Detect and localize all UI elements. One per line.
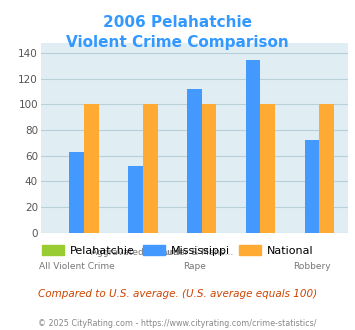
- Bar: [187, 89, 202, 233]
- Bar: [84, 104, 99, 233]
- Bar: [128, 166, 143, 233]
- Text: 2006 Pelahatchie: 2006 Pelahatchie: [103, 15, 252, 30]
- Bar: [261, 104, 275, 233]
- Text: © 2025 CityRating.com - https://www.cityrating.com/crime-statistics/: © 2025 CityRating.com - https://www.city…: [38, 319, 317, 328]
- Bar: [70, 152, 84, 233]
- Text: Compared to U.S. average. (U.S. average equals 100): Compared to U.S. average. (U.S. average …: [38, 289, 317, 299]
- Bar: [202, 104, 217, 233]
- Legend: Pelahatchie, Mississippi, National: Pelahatchie, Mississippi, National: [37, 241, 318, 260]
- Text: Violent Crime Comparison: Violent Crime Comparison: [66, 35, 289, 50]
- Bar: [319, 104, 334, 233]
- Text: Robbery: Robbery: [293, 262, 331, 271]
- Text: All Violent Crime: All Violent Crime: [39, 262, 115, 271]
- Text: Aggravated Assault: Aggravated Assault: [91, 248, 180, 257]
- Bar: [305, 140, 319, 233]
- Text: Rape: Rape: [183, 262, 206, 271]
- Text: Murder & Mans...: Murder & Mans...: [156, 248, 233, 257]
- Bar: [246, 60, 261, 233]
- Bar: [143, 104, 158, 233]
